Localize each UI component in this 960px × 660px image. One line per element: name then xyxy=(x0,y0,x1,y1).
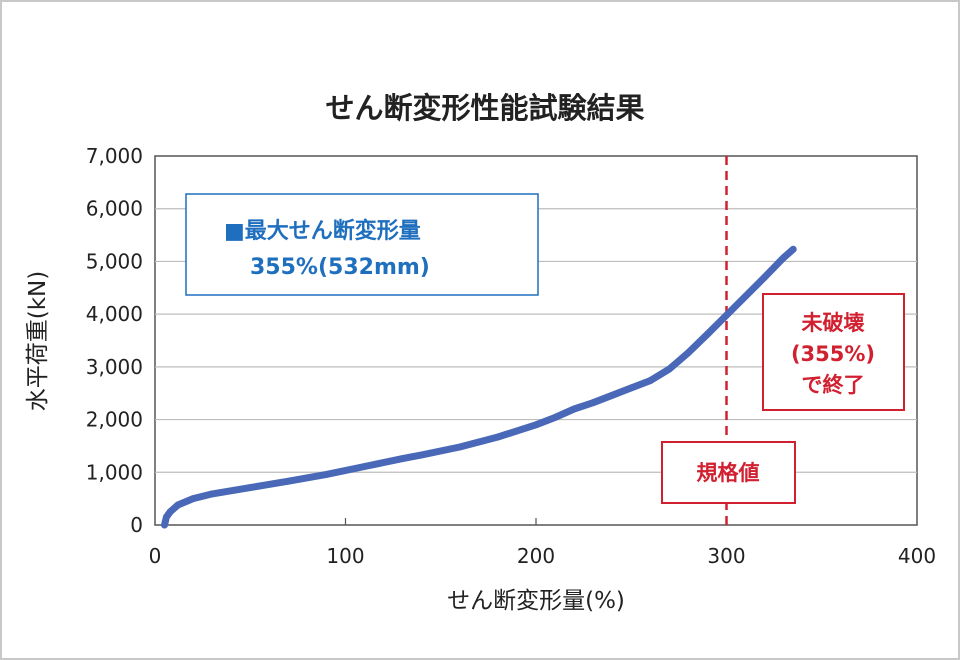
x-tick-label: 0 xyxy=(149,544,162,568)
spec-value-label: 規格値 xyxy=(697,461,760,485)
series-point xyxy=(208,490,216,498)
series-point xyxy=(284,477,292,485)
series-point xyxy=(418,451,426,459)
series-point xyxy=(704,330,711,338)
y-tick-label: 0 xyxy=(130,513,143,537)
y-tick-label: 6,000 xyxy=(86,197,143,221)
series-point xyxy=(742,292,749,300)
series-point xyxy=(589,399,597,407)
series-point xyxy=(780,254,788,262)
x-tick-label: 300 xyxy=(707,544,745,568)
annotation-ended: で終了 xyxy=(802,373,865,397)
series-point xyxy=(646,377,654,384)
x-tick-label: 100 xyxy=(326,544,364,568)
series-point xyxy=(761,273,768,281)
x-axis-title: せん断変形量(%) xyxy=(447,588,625,614)
series-point xyxy=(189,495,197,503)
series-point xyxy=(551,414,559,421)
y-tick-labels: 0 1,000 2,000 3,000 4,000 5,000 6,000 7,000 xyxy=(86,144,143,537)
y-tick-label: 1,000 xyxy=(86,460,143,484)
series-point xyxy=(161,521,168,529)
chart-title: せん断変形性能試験結果 xyxy=(325,91,644,125)
y-tick-label: 2,000 xyxy=(86,408,143,432)
y-tick-label: 4,000 xyxy=(86,302,143,326)
series-point xyxy=(174,501,182,509)
legend-box xyxy=(185,193,539,296)
series-point xyxy=(166,508,174,516)
legend-label-title: ■最大せん断変形量 xyxy=(224,218,421,244)
annotation-percent: (355%) xyxy=(791,342,875,366)
y-tick-label: 3,000 xyxy=(86,355,143,379)
series-point xyxy=(723,311,730,319)
series-point xyxy=(608,391,616,399)
series-point xyxy=(399,455,407,462)
series-point xyxy=(494,433,502,441)
unbroken-annotation-box xyxy=(762,293,905,411)
series-point xyxy=(665,365,673,373)
series-point xyxy=(323,470,330,478)
series-point xyxy=(627,384,635,392)
y-tick-label: 7,000 xyxy=(86,144,143,168)
y-tick-label: 5,000 xyxy=(86,249,143,273)
annotation-unbroken: 未破壊 xyxy=(802,311,865,335)
series-point xyxy=(163,513,170,521)
spec-value-box xyxy=(661,441,796,504)
x-tick-label: 200 xyxy=(517,544,555,568)
series-point xyxy=(361,463,368,470)
series-point xyxy=(246,484,254,491)
y-axis-title: 水平荷重(kN) xyxy=(25,271,51,411)
series-point xyxy=(532,421,540,429)
x-tick-label: 400 xyxy=(898,544,936,568)
legend-label-value: 355%(532mm) xyxy=(250,255,430,280)
x-tick-labels: 0 100 200 300 400 xyxy=(149,544,936,568)
series-point xyxy=(570,405,578,413)
series-point xyxy=(685,349,692,357)
series-points xyxy=(161,245,797,529)
series-point xyxy=(789,245,797,253)
series-point xyxy=(456,443,464,451)
